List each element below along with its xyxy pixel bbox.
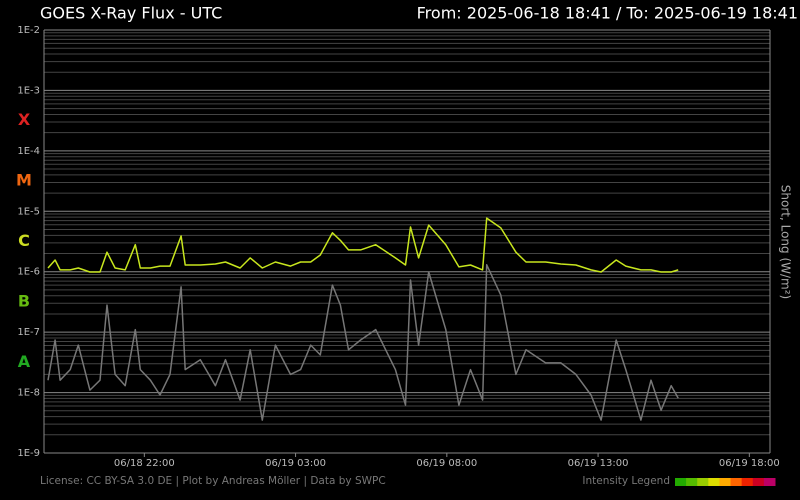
legend-swatch bbox=[686, 478, 698, 486]
series-line bbox=[47, 217, 679, 273]
legend-swatch bbox=[763, 478, 776, 486]
legend-swatch bbox=[697, 478, 709, 486]
y-tick-label: 1E-6 bbox=[17, 267, 40, 278]
x-tick-label: 06/19 08:00 bbox=[416, 458, 477, 469]
y-tick-label: 1E-5 bbox=[17, 206, 40, 217]
flare-class-label: C bbox=[18, 231, 30, 250]
legend-swatch bbox=[719, 478, 732, 486]
flare-class-label: M bbox=[16, 171, 32, 190]
legend-swatch bbox=[752, 478, 765, 486]
chart-title: GOES X-Ray Flux - UTC bbox=[40, 4, 222, 23]
y-axis-label: Short, Long (W/m²) bbox=[779, 185, 793, 299]
footer: License: CC BY-SA 3.0 DE | Plot by Andre… bbox=[40, 475, 386, 487]
time-range: From: 2025-06-18 18:41 / To: 2025-06-19 … bbox=[417, 4, 798, 23]
flare-class-label: B bbox=[18, 291, 30, 310]
y-tick-label: 1E-7 bbox=[17, 327, 40, 338]
legend-label: Intensity Legend bbox=[582, 475, 670, 487]
legend-swatch bbox=[675, 478, 687, 486]
x-tick-label: 06/18 22:00 bbox=[114, 458, 175, 469]
y-tick-label: 1E-8 bbox=[17, 388, 40, 399]
x-tick-label: 06/19 03:00 bbox=[265, 458, 326, 469]
flare-class-label: A bbox=[18, 352, 31, 371]
x-tick-label: 06/19 13:00 bbox=[568, 458, 629, 469]
y-tick-label: 1E-4 bbox=[17, 146, 40, 157]
x-tick-label: 06/19 18:00 bbox=[719, 458, 780, 469]
y-tick-label: 1E-2 bbox=[17, 25, 40, 36]
legend-swatch bbox=[730, 478, 743, 486]
flare-class-label: X bbox=[18, 110, 31, 129]
y-tick-label: 1E-9 bbox=[17, 448, 40, 459]
legend-swatch bbox=[741, 478, 754, 486]
series-line bbox=[47, 264, 679, 421]
legend-swatch bbox=[708, 478, 720, 486]
y-tick-label: 1E-3 bbox=[17, 85, 40, 96]
